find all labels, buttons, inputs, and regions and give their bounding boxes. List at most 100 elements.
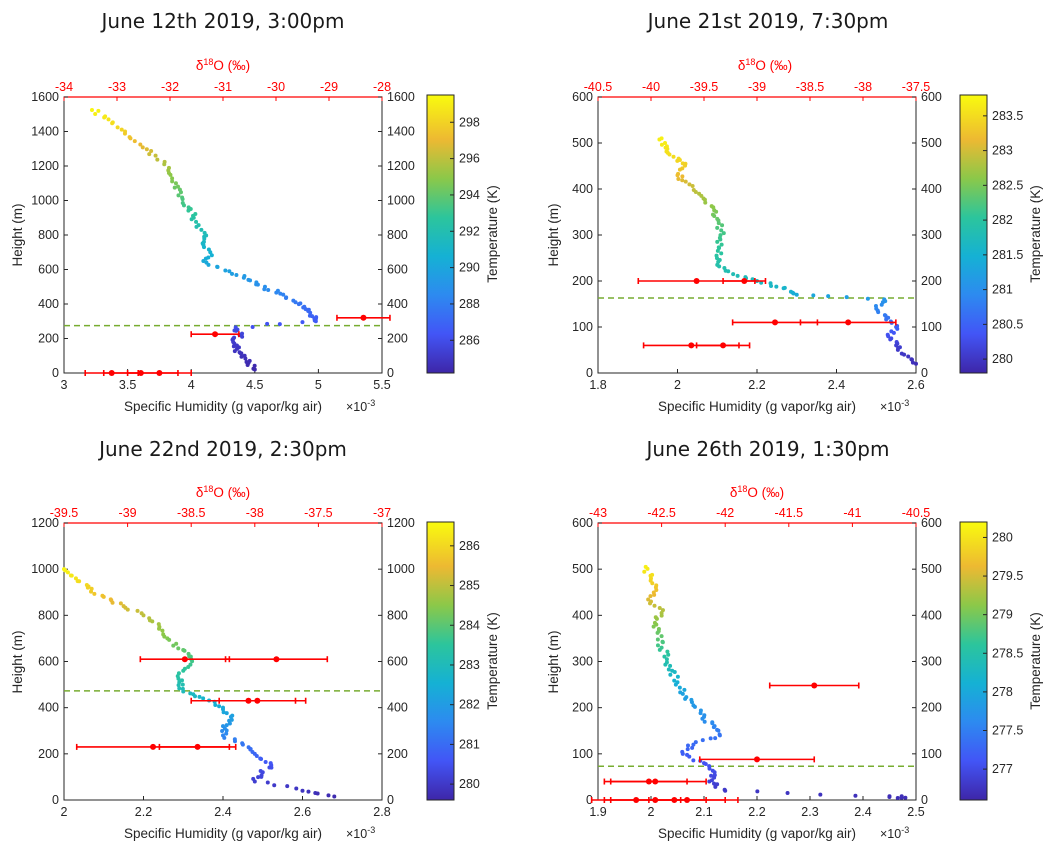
- y-tick-label: 1000: [31, 194, 59, 208]
- scatter-point: [668, 672, 673, 677]
- temperature-scatter: [657, 136, 918, 366]
- isotope-marker: [633, 797, 640, 803]
- scatter-point: [174, 641, 179, 646]
- scatter-point: [118, 601, 123, 606]
- y-axis-label: Height (m): [546, 203, 561, 266]
- y-tick-label: 500: [572, 136, 593, 150]
- y-tick-label: 200: [572, 274, 593, 288]
- scatter-point: [667, 152, 672, 157]
- scatter-point: [659, 613, 664, 618]
- scatter-point: [267, 765, 272, 770]
- scatter-point: [680, 178, 685, 183]
- scatter-point: [844, 295, 849, 300]
- scatter-point: [714, 209, 719, 214]
- scatter-point: [132, 139, 137, 144]
- scatter-point: [175, 184, 180, 189]
- x-multiplier: ×10: [880, 400, 901, 414]
- y-tick-label-right: 0: [921, 793, 928, 807]
- scatter-point: [689, 700, 694, 705]
- top-tick-label: -38.5: [177, 506, 206, 520]
- scatter-point: [96, 108, 101, 113]
- colorbar-tick-label: 279.5: [992, 569, 1023, 583]
- top-tick-label: -40.5: [584, 80, 613, 94]
- isotope-marker: [693, 278, 700, 284]
- y-tick-label-right: 0: [387, 793, 394, 807]
- y-tick-label-right: 400: [387, 701, 408, 715]
- scatter-point: [910, 360, 915, 365]
- x-ticks: 1.8 2 2.2 2.4 2.6: [589, 369, 925, 392]
- scatter-point: [887, 794, 892, 799]
- scatter-point: [698, 711, 703, 716]
- colorbar-tick-label: 282: [459, 698, 480, 712]
- y-tick-label: 200: [38, 747, 59, 761]
- scatter-point: [157, 626, 162, 631]
- scatter-point: [682, 687, 687, 692]
- colorbar-gradient: [426, 94, 455, 374]
- x-exponent: -3: [901, 825, 909, 835]
- colorbar-label: Temperature (K): [1028, 185, 1043, 283]
- x-tick-label: 2.6: [294, 805, 311, 819]
- panel-title: June 21st 2019, 7:30pm: [646, 9, 889, 33]
- scatter-point: [181, 203, 186, 208]
- isotope-point: [84, 370, 139, 376]
- y-tick-label-right: 200: [387, 332, 408, 346]
- x-tick-label: 5: [315, 378, 322, 392]
- x-tick-label: 5.5: [373, 378, 390, 392]
- y-tick-label-right: 400: [387, 297, 408, 311]
- scatter-point: [194, 224, 199, 229]
- scatter-point: [665, 649, 670, 654]
- scatter-point: [155, 157, 160, 162]
- scatter-point: [203, 256, 208, 261]
- scatter-point: [245, 363, 250, 368]
- axes-box: [63, 96, 383, 374]
- colorbar-tick-label: 283: [459, 658, 480, 672]
- scatter-point: [717, 264, 722, 269]
- scatter-point: [886, 334, 891, 339]
- scatter-point: [162, 634, 167, 639]
- scatter-point: [202, 245, 207, 250]
- y-tick-label: 400: [572, 182, 593, 196]
- scatter-point: [201, 258, 206, 263]
- scatter-point: [895, 326, 900, 331]
- scatter-point: [685, 747, 690, 752]
- colorbar-tick-label: 290: [459, 261, 480, 275]
- isotope-marker: [181, 656, 188, 663]
- isotope-marker: [645, 778, 652, 785]
- scatter-point: [702, 719, 707, 724]
- panel-title: June 22nd 2019, 2:30pm: [97, 437, 347, 461]
- scatter-point: [221, 710, 226, 715]
- scatter-point: [147, 152, 152, 157]
- temperature-scatter: [642, 564, 908, 800]
- scatter-point: [199, 227, 204, 232]
- scatter-point: [265, 321, 270, 326]
- scatter-point: [171, 643, 176, 648]
- x-tick-label: 2.4: [828, 378, 845, 392]
- colorbar-tick-label: 280: [992, 530, 1013, 544]
- y-tick-label: 400: [38, 701, 59, 715]
- isotope-point: [648, 797, 726, 803]
- scatter-point: [263, 759, 268, 764]
- scatter-point: [140, 145, 145, 150]
- y-tick-label: 300: [572, 655, 593, 669]
- scatter-point: [654, 616, 659, 621]
- colorbar-tick-label: 288: [459, 297, 480, 311]
- x-multiplier: ×10: [346, 827, 367, 841]
- scatter-point: [648, 594, 653, 599]
- scatter-point: [726, 269, 731, 274]
- scatter-point: [700, 716, 705, 721]
- x-axis-label: Specific Humidity (g vapor/kg air): [658, 826, 856, 841]
- colorbar-label: Temperature (K): [485, 185, 500, 283]
- y-ticks: 0 200 400 600 800 1000 1200 1400 1600: [31, 90, 68, 380]
- scatter-point: [326, 793, 331, 798]
- scatter-point: [240, 742, 245, 747]
- scatter-point: [181, 668, 186, 673]
- isotope-marker: [108, 370, 115, 376]
- top-axis-label: δ18O (‰): [196, 57, 250, 73]
- y-tick-label: 600: [38, 263, 59, 277]
- colorbar: 277 277.5 278 278.5 279 279.5 280: [959, 521, 1023, 801]
- scatter-point: [709, 773, 714, 778]
- scatter-point: [162, 162, 167, 167]
- scatter-point: [769, 283, 774, 288]
- scatter-point: [785, 790, 790, 795]
- scatter-point: [266, 288, 271, 293]
